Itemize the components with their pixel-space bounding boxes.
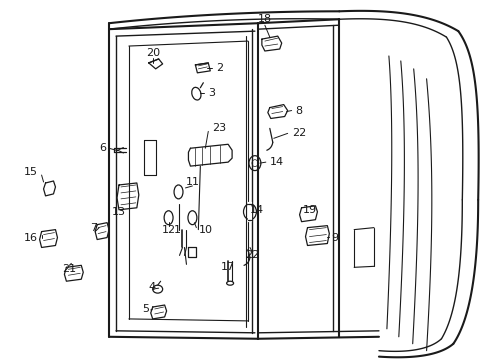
Text: 2: 2 <box>216 63 223 73</box>
Text: 22: 22 <box>245 251 259 260</box>
Text: 21: 21 <box>62 264 76 274</box>
Text: 10: 10 <box>198 225 212 235</box>
Text: 16: 16 <box>24 233 38 243</box>
Text: 12: 12 <box>162 225 175 235</box>
Text: 1: 1 <box>173 225 180 235</box>
Text: 14: 14 <box>250 205 264 215</box>
Text: 9: 9 <box>331 233 339 243</box>
Text: 5: 5 <box>142 304 149 314</box>
Text: 19: 19 <box>302 205 317 215</box>
Text: 8: 8 <box>295 105 303 116</box>
Text: 6: 6 <box>99 143 106 153</box>
Text: 4: 4 <box>148 282 156 292</box>
Text: 7: 7 <box>90 222 97 233</box>
Text: 18: 18 <box>258 14 272 24</box>
Text: 11: 11 <box>185 177 199 187</box>
Text: 14: 14 <box>270 157 284 167</box>
Text: 15: 15 <box>24 167 38 177</box>
Text: 13: 13 <box>112 207 126 217</box>
Text: 20: 20 <box>146 48 160 58</box>
Text: 23: 23 <box>212 123 226 134</box>
Text: 3: 3 <box>208 88 215 98</box>
Text: 17: 17 <box>221 262 235 272</box>
Text: 22: 22 <box>292 129 306 138</box>
